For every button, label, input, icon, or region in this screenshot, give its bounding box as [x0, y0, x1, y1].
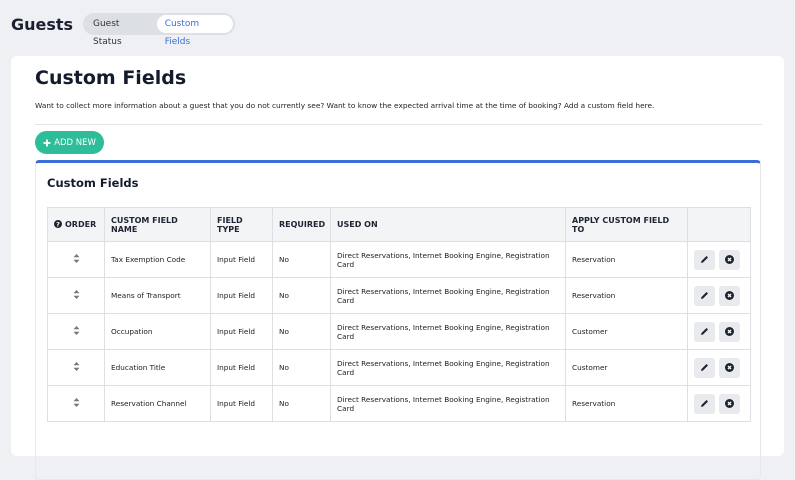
column-header-label: USED ON	[337, 220, 378, 229]
panel: Custom Fields Want to collect more infor…	[11, 56, 784, 480]
delete-button[interactable]	[719, 321, 740, 342]
drag-handle[interactable]	[73, 398, 80, 407]
column-header: USED ON	[330, 207, 566, 242]
table-cell: Input Field	[210, 349, 273, 386]
tab[interactable]: Guest Status	[93, 19, 122, 47]
pencil-icon	[701, 328, 708, 335]
drag-handle[interactable]	[73, 362, 80, 371]
drag-handle[interactable]	[73, 290, 80, 299]
column-header: FIELD TYPE	[210, 207, 273, 242]
tab-active[interactable]: Custom Fields	[156, 15, 233, 47]
table-cell: Input Field	[210, 385, 273, 422]
add-button-label: ADD NEW	[54, 137, 96, 148]
table-cell: Customer	[565, 349, 688, 386]
table-cell: Education Title	[104, 349, 211, 386]
column-header: CUSTOM FIELD NAME	[104, 207, 211, 242]
order-cell	[47, 277, 105, 314]
table-row: Education Title Input Field No Direct Reser…	[47, 349, 751, 386]
order-cell	[47, 241, 105, 278]
table-cell: Occupation	[104, 313, 211, 350]
svg-text:?: ?	[56, 220, 60, 228]
remove-icon	[725, 399, 734, 408]
delete-button[interactable]	[719, 393, 740, 414]
column-header-label: REQUIRED	[279, 220, 326, 229]
card-title: Custom Fields	[47, 176, 139, 190]
table-cell: No	[272, 277, 331, 314]
delete-button[interactable]	[719, 249, 740, 270]
add-button[interactable]: ADD NEW	[35, 131, 104, 154]
table-cell: Reservation	[565, 241, 688, 278]
card: Custom Fields ? ORDER CUSTOM FIELD NAME FIE…	[35, 160, 761, 480]
table-cell: Reservation	[565, 277, 688, 314]
panel-title: Custom Fields	[35, 67, 187, 89]
pencil-icon	[701, 364, 708, 371]
page: Guests Guest Status Custom Fields Custom…	[11, 13, 784, 480]
table-row: Reservation Channel Input Field No Direct R…	[47, 385, 751, 422]
edit-button[interactable]	[694, 357, 715, 378]
order-cell	[47, 349, 105, 386]
table-cell: Input Field	[210, 313, 273, 350]
table-row: Tax Exemption Code Input Field No Direct Re…	[47, 241, 751, 278]
table-cell: No	[272, 241, 331, 278]
tab-bar: Guest Status Custom Fields	[83, 13, 235, 47]
column-header: APPLY CUSTOM FIELD TO	[565, 207, 688, 242]
column-header: ? ORDER	[47, 207, 105, 242]
header-row: ? ORDER CUSTOM FIELD NAME FIELD TYPE REQUIRE…	[47, 207, 751, 242]
actions-cell	[687, 241, 751, 278]
table-cell: Direct Reservations, Internet Booking En…	[330, 349, 566, 386]
table-cell: Input Field	[210, 241, 273, 278]
table-cell: Means of Transport	[104, 277, 211, 314]
actions-cell	[687, 385, 751, 422]
table-body: Tax Exemption Code Input Field No Direct Re…	[47, 241, 751, 422]
column-header-label: FIELD TYPE	[217, 215, 243, 234]
remove-icon	[725, 327, 734, 336]
fields-table: ? ORDER CUSTOM FIELD NAME FIELD TYPE REQUIRE…	[47, 207, 751, 422]
column-header-label: APPLY CUSTOM FIELD TO	[572, 215, 670, 234]
edit-button[interactable]	[694, 249, 715, 270]
page-title: Guests	[11, 15, 74, 34]
table-cell: Direct Reservations, Internet Booking En…	[330, 277, 566, 314]
table-cell: Direct Reservations, Internet Booking En…	[330, 313, 566, 350]
table-cell: Direct Reservations, Internet Booking En…	[330, 385, 566, 422]
delete-button[interactable]	[719, 285, 740, 306]
table-cell: Tax Exemption Code	[104, 241, 211, 278]
column-header-label: CUSTOM FIELD NAME	[111, 215, 178, 234]
edit-button[interactable]	[694, 285, 715, 306]
column-header-label: ORDER	[65, 220, 97, 229]
remove-icon	[725, 255, 734, 264]
delete-button[interactable]	[719, 357, 740, 378]
help-icon[interactable]: ?	[54, 220, 62, 228]
divider	[35, 124, 762, 125]
table-cell: No	[272, 349, 331, 386]
order-cell	[47, 385, 105, 422]
table-cell: No	[272, 385, 331, 422]
column-header: REQUIRED	[272, 207, 331, 242]
remove-icon	[725, 291, 734, 300]
panel-description: Want to collect more information about a…	[35, 101, 655, 110]
actions-cell	[687, 277, 751, 314]
drag-handle[interactable]	[73, 326, 80, 335]
actions-cell	[687, 349, 751, 386]
table-cell: No	[272, 313, 331, 350]
plus-icon	[43, 139, 51, 146]
drag-handle[interactable]	[73, 254, 80, 263]
pencil-icon	[701, 400, 708, 407]
pencil-icon	[701, 292, 708, 299]
remove-icon	[725, 363, 734, 372]
table-cell: Reservation Channel	[104, 385, 211, 422]
table-row: Means of Transport Input Field No Direct Re…	[47, 277, 751, 314]
actions-cell	[687, 313, 751, 350]
table-row: Occupation Input Field No Direct Reservatio…	[47, 313, 751, 350]
table-cell: Reservation	[565, 385, 688, 422]
table-cell: Direct Reservations, Internet Booking En…	[330, 241, 566, 278]
pencil-icon	[701, 256, 708, 263]
table-cell: Customer	[565, 313, 688, 350]
column-header	[687, 207, 751, 242]
edit-button[interactable]	[694, 321, 715, 342]
order-cell	[47, 313, 105, 350]
edit-button[interactable]	[694, 393, 715, 414]
table-cell: Input Field	[210, 277, 273, 314]
